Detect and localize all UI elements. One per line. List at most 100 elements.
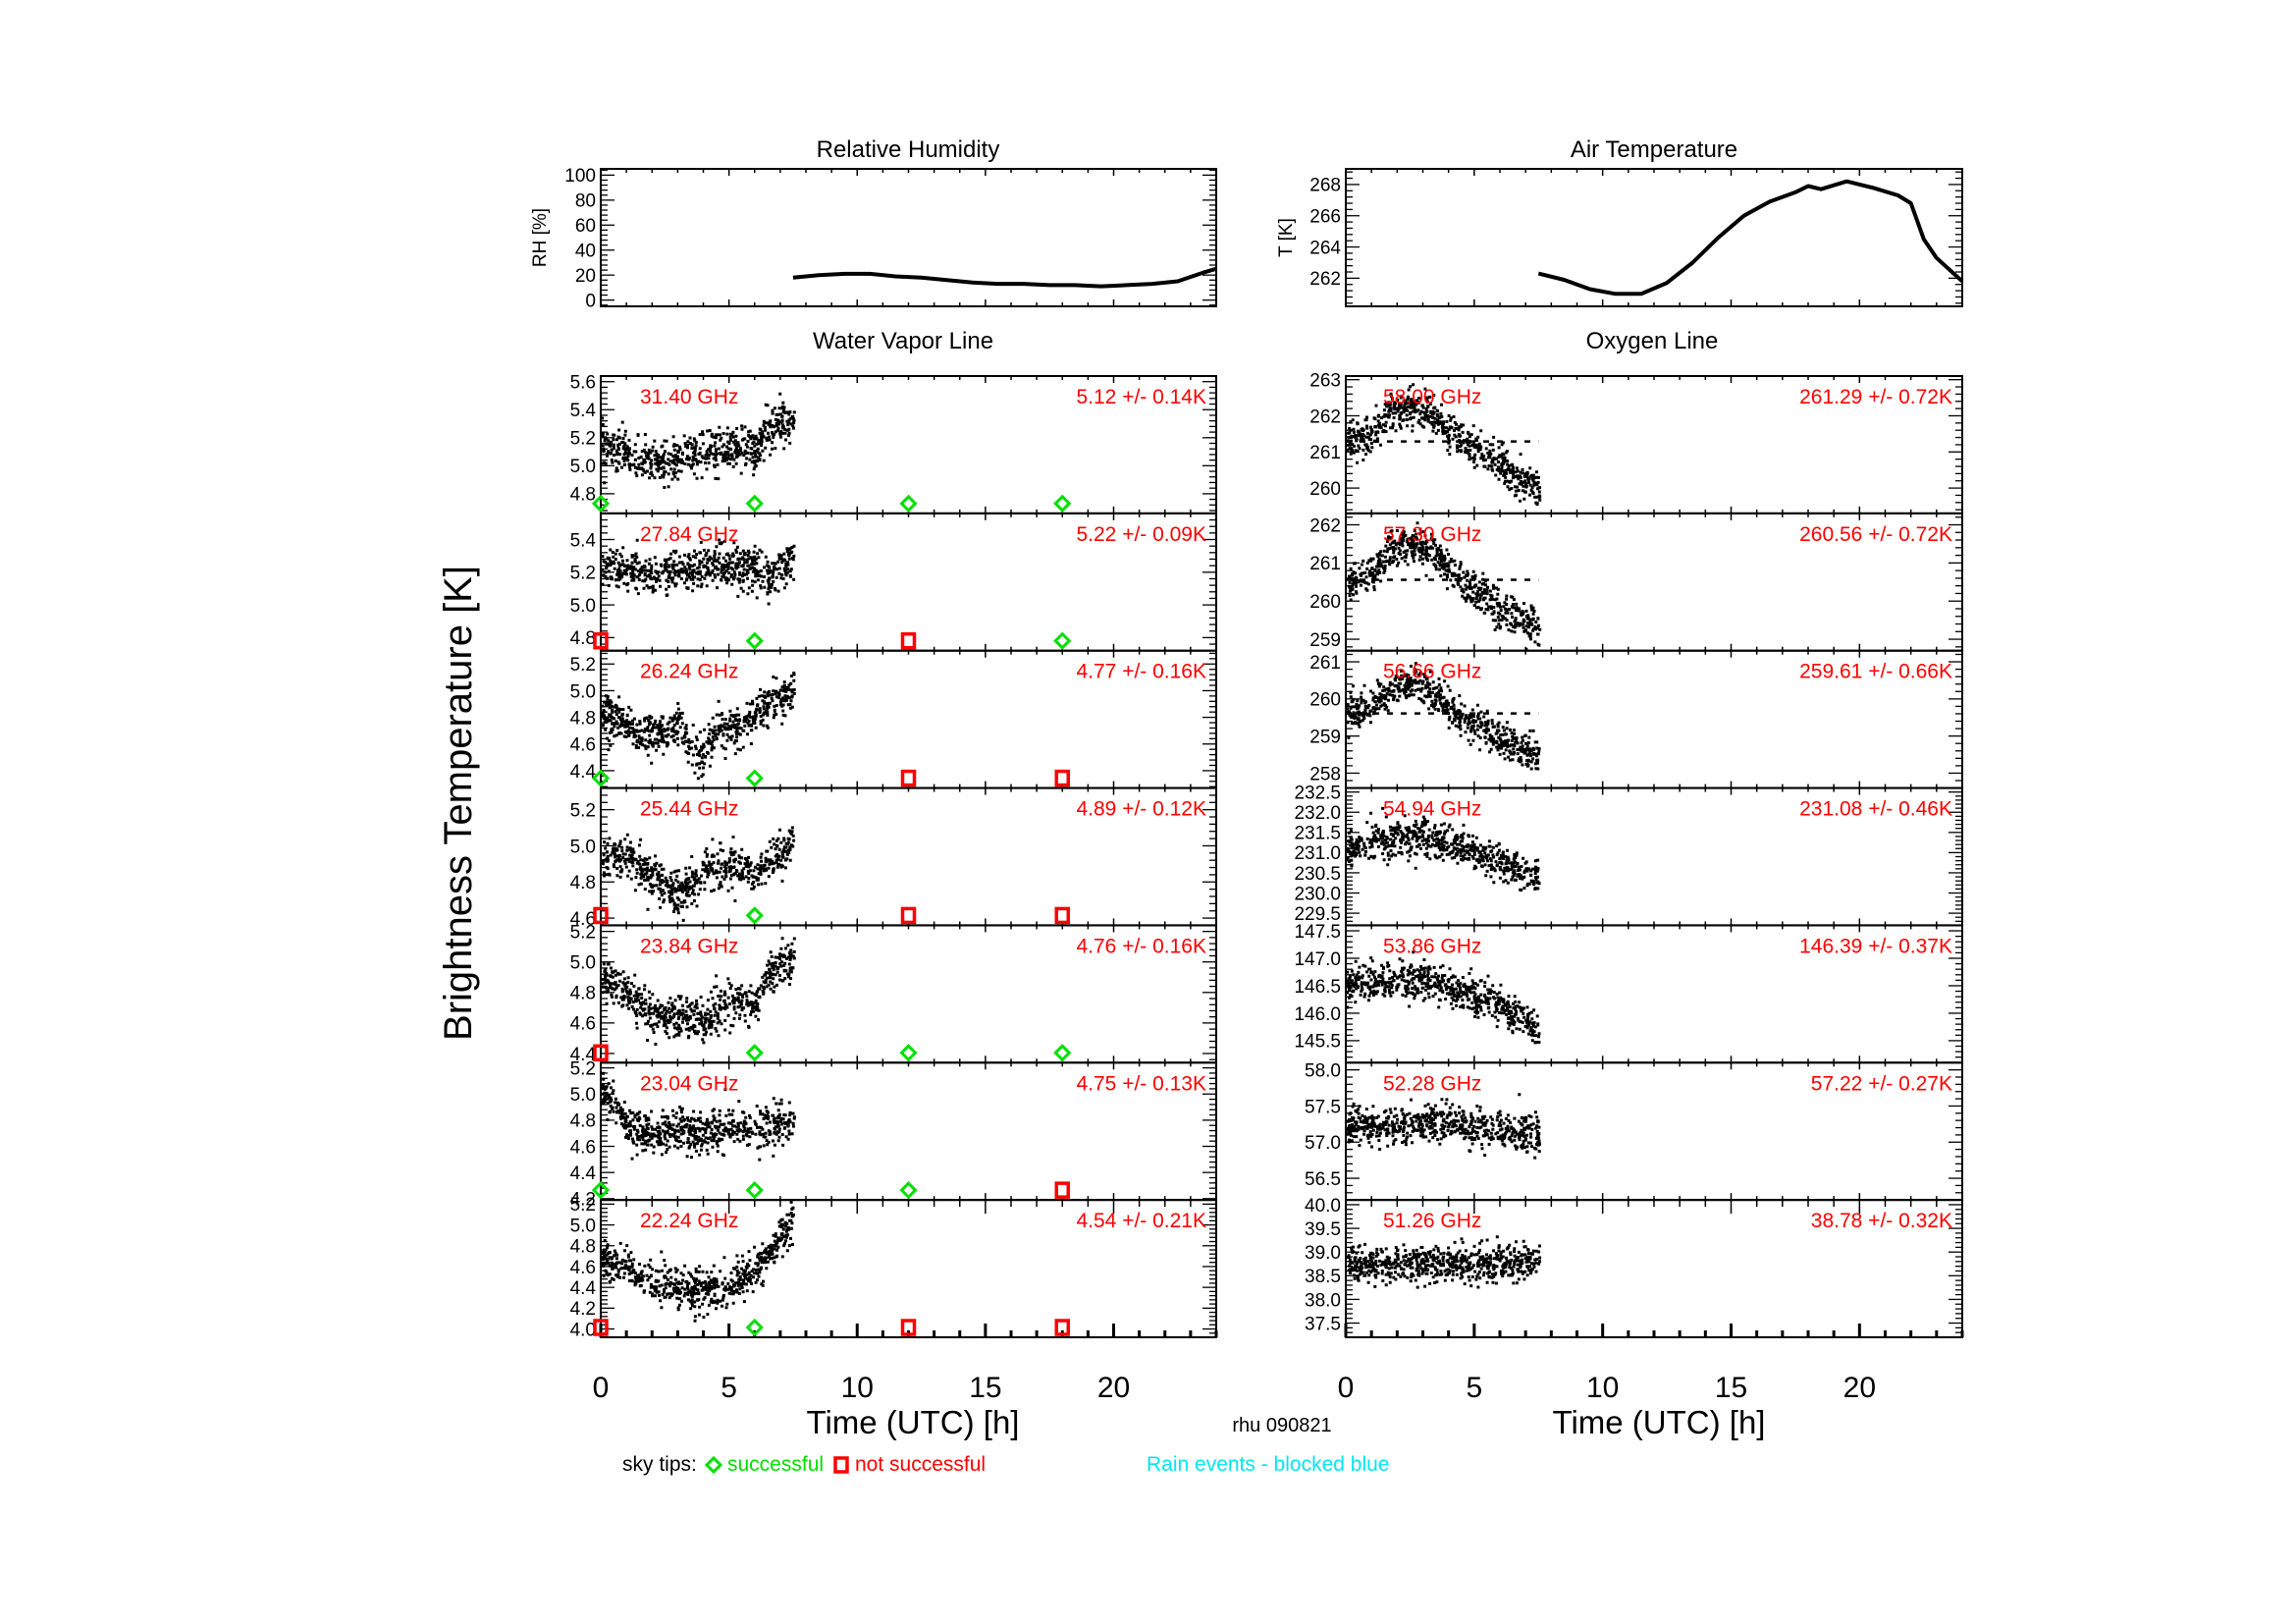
ox-panel: 56.5 57.0 57.5 58.0 52.28 GHz 57.22 +/- 0.27K bbox=[1305, 1060, 1963, 1202]
panel-ytick-label: 38.0 bbox=[1305, 1290, 1341, 1311]
skytip-fail-square-icon bbox=[1054, 906, 1070, 925]
skytip-success-diamond-icon bbox=[899, 494, 918, 513]
at-plot-frame bbox=[1345, 168, 1963, 307]
panel-ytick-label: 4.6 bbox=[570, 1014, 596, 1035]
skytip-fail-square-icon bbox=[900, 769, 917, 787]
panel-ytick-label: 231.5 bbox=[1294, 824, 1341, 844]
panel-ytick-label: 232.0 bbox=[1294, 803, 1341, 824]
channel-frequency: 54.94 GHz bbox=[1383, 798, 1481, 821]
ox-panel: 259 260 261 262 57.30 GHz 260.56 +/- 0.72K bbox=[1309, 512, 1963, 652]
tb-scatter-points bbox=[1346, 950, 1541, 1045]
legend-success-diamond-icon bbox=[704, 1455, 723, 1475]
channel-frequency: 25.44 GHz bbox=[640, 798, 738, 821]
station-date: rhu 090821 bbox=[1232, 1415, 1331, 1436]
skytip-success-diamond-icon bbox=[591, 494, 611, 513]
panel-ytick-label: 260 bbox=[1309, 479, 1341, 500]
skytip-success-diamond-icon bbox=[1053, 631, 1072, 650]
at-ytick-label: 268 bbox=[1309, 176, 1341, 196]
skytip-fail-square-icon bbox=[593, 906, 609, 925]
tb-scatter-points bbox=[1346, 662, 1541, 771]
oxygen-xtick-labels: 0 5 10 15 20 bbox=[1338, 1372, 1876, 1404]
tb-scatter-points bbox=[601, 1200, 795, 1323]
channel-mean-std: 4.75 +/- 0.13K bbox=[1076, 1072, 1206, 1095]
channel-frequency: 52.28 GHz bbox=[1383, 1072, 1481, 1095]
at-ytick-label: 266 bbox=[1309, 207, 1341, 228]
channel-frequency: 31.40 GHz bbox=[640, 386, 738, 408]
panel-ytick-label: 260 bbox=[1309, 690, 1341, 711]
skytip-fail-square-icon bbox=[900, 631, 917, 650]
panel-ytick-label: 262 bbox=[1309, 406, 1341, 427]
tb-scatter-points bbox=[601, 826, 796, 922]
panel-ytick-label: 263 bbox=[1309, 371, 1341, 392]
channel-mean-std: 5.12 +/- 0.14K bbox=[1076, 386, 1206, 408]
panel-ytick-label: 37.5 bbox=[1305, 1314, 1341, 1334]
rain-label: Rain events - blocked blue bbox=[1147, 1453, 1389, 1476]
channel-mean-std: 4.77 +/- 0.16K bbox=[1076, 661, 1206, 683]
rh-ytick-label: 40 bbox=[575, 242, 596, 262]
panel-ytick-label: 146.0 bbox=[1294, 1004, 1341, 1025]
channel-frequency: 26.24 GHz bbox=[640, 661, 738, 683]
legend-success-label: successful bbox=[727, 1453, 824, 1476]
skytip-fail-square-icon bbox=[900, 1319, 917, 1336]
skytip-success-diamond-icon bbox=[745, 631, 764, 650]
panel-ytick-label: 262 bbox=[1309, 515, 1341, 536]
panel-ytick-label: 57.0 bbox=[1305, 1133, 1341, 1154]
panel-ytick-label: 5.0 bbox=[570, 457, 596, 477]
rh-ytick-label: 100 bbox=[564, 166, 596, 187]
legend: sky tips: successful not successful Rain… bbox=[622, 1453, 1389, 1476]
rh-ylabel: RH [%] bbox=[530, 208, 551, 267]
panel-ytick-label: 4.4 bbox=[570, 1278, 597, 1299]
ox-panel: 258 259 260 261 56.66 GHz 259.61 +/- 0.66K bbox=[1309, 649, 1963, 789]
at-ytick-label: 262 bbox=[1309, 269, 1341, 290]
wv-panel: 4.4 4.6 4.8 5.0 5.2 23.84 GHz 4.76 +/- 0.16K bbox=[570, 922, 1217, 1065]
skytip-success-diamond-icon bbox=[1053, 494, 1072, 513]
panel-ytick-label: 5.4 bbox=[570, 530, 597, 551]
panel-ytick-label: 5.6 bbox=[570, 373, 596, 394]
x-tick-label: 20 bbox=[1097, 1372, 1130, 1404]
skytip-success-diamond-icon bbox=[1053, 1044, 1072, 1062]
panel-ytick-label: 230.5 bbox=[1294, 864, 1341, 885]
panel-ytick-label: 4.8 bbox=[570, 984, 596, 1004]
x-tick-label: 20 bbox=[1843, 1372, 1876, 1404]
panel-ytick-label: 39.5 bbox=[1305, 1219, 1341, 1240]
channel-frequency: 23.84 GHz bbox=[640, 935, 738, 957]
panel-ytick-label: 260 bbox=[1309, 592, 1341, 613]
skytip-success-diamond-icon bbox=[899, 1181, 918, 1200]
ox-panel: 260 261 262 263 58.00 GHz 261.29 +/- 0.72K bbox=[1309, 371, 1963, 514]
channel-frequency: 58.00 GHz bbox=[1383, 386, 1481, 408]
panel-ytick-label: 4.8 bbox=[570, 873, 596, 893]
skytip-fail-square-icon bbox=[1054, 1181, 1070, 1199]
wv-panel: 4.8 5.0 5.2 5.4 27.84 GHz 5.22 +/- 0.09K bbox=[570, 512, 1217, 652]
tb-scatter-points bbox=[601, 672, 796, 781]
channel-mean-std: 5.22 +/- 0.09K bbox=[1076, 523, 1206, 546]
skytip-fail-square-icon bbox=[1054, 1319, 1070, 1336]
rh-line bbox=[792, 266, 1217, 289]
panel-ytick-label: 259 bbox=[1309, 630, 1341, 651]
panel-ytick-label: 5.2 bbox=[570, 1195, 596, 1216]
panel-ytick-label: 5.2 bbox=[570, 429, 596, 450]
panel-ytick-label: 5.0 bbox=[570, 681, 596, 702]
x-tick-label: 5 bbox=[1466, 1372, 1482, 1404]
channel-mean-std: 231.08 +/- 0.46K bbox=[1799, 798, 1952, 821]
tb-scatter-points bbox=[601, 1071, 796, 1162]
x-tick-label: 10 bbox=[1586, 1372, 1619, 1404]
oxygen-panels: 260 261 262 263 58.00 GHz 261.29 +/- 0.72K 259… bbox=[1294, 371, 1964, 1338]
wv-panel: 4.8 5.0 5.2 5.4 5.6 31.40 GHz 5.12 +/- 0.14K bbox=[570, 373, 1217, 514]
at-plot: 262 264 266 268 bbox=[1309, 168, 1964, 307]
channel-mean-std: 4.54 +/- 0.21K bbox=[1076, 1210, 1206, 1232]
x-tick-label: 15 bbox=[1715, 1372, 1747, 1404]
water-vapor-xtick-labels: 0 5 10 15 20 bbox=[593, 1372, 1131, 1404]
panel-ytick-label: 4.6 bbox=[570, 909, 596, 930]
x-tick-label: 10 bbox=[841, 1372, 874, 1404]
panel-ytick-label: 38.5 bbox=[1305, 1267, 1341, 1287]
tb-scatter-points bbox=[1347, 1235, 1542, 1289]
panel-ytick-label: 147.0 bbox=[1294, 949, 1341, 970]
panel-ytick-label: 5.0 bbox=[570, 596, 596, 617]
rh-title: Relative Humidity bbox=[817, 136, 1000, 163]
skytip-success-diamond-icon bbox=[899, 1044, 918, 1062]
panel-ytick-label: 258 bbox=[1309, 764, 1341, 784]
panel-ytick-label: 232.5 bbox=[1294, 784, 1341, 804]
ox-panel: 37.5 38.0 38.5 39.0 39.540.0 51.26 GHz 38.78 +… bbox=[1305, 1196, 1964, 1338]
wv-panel: 4.2 4.4 4.6 4.8 5.0 5.2 23.04 GHz 4.75 +/- 0.13… bbox=[570, 1058, 1217, 1211]
